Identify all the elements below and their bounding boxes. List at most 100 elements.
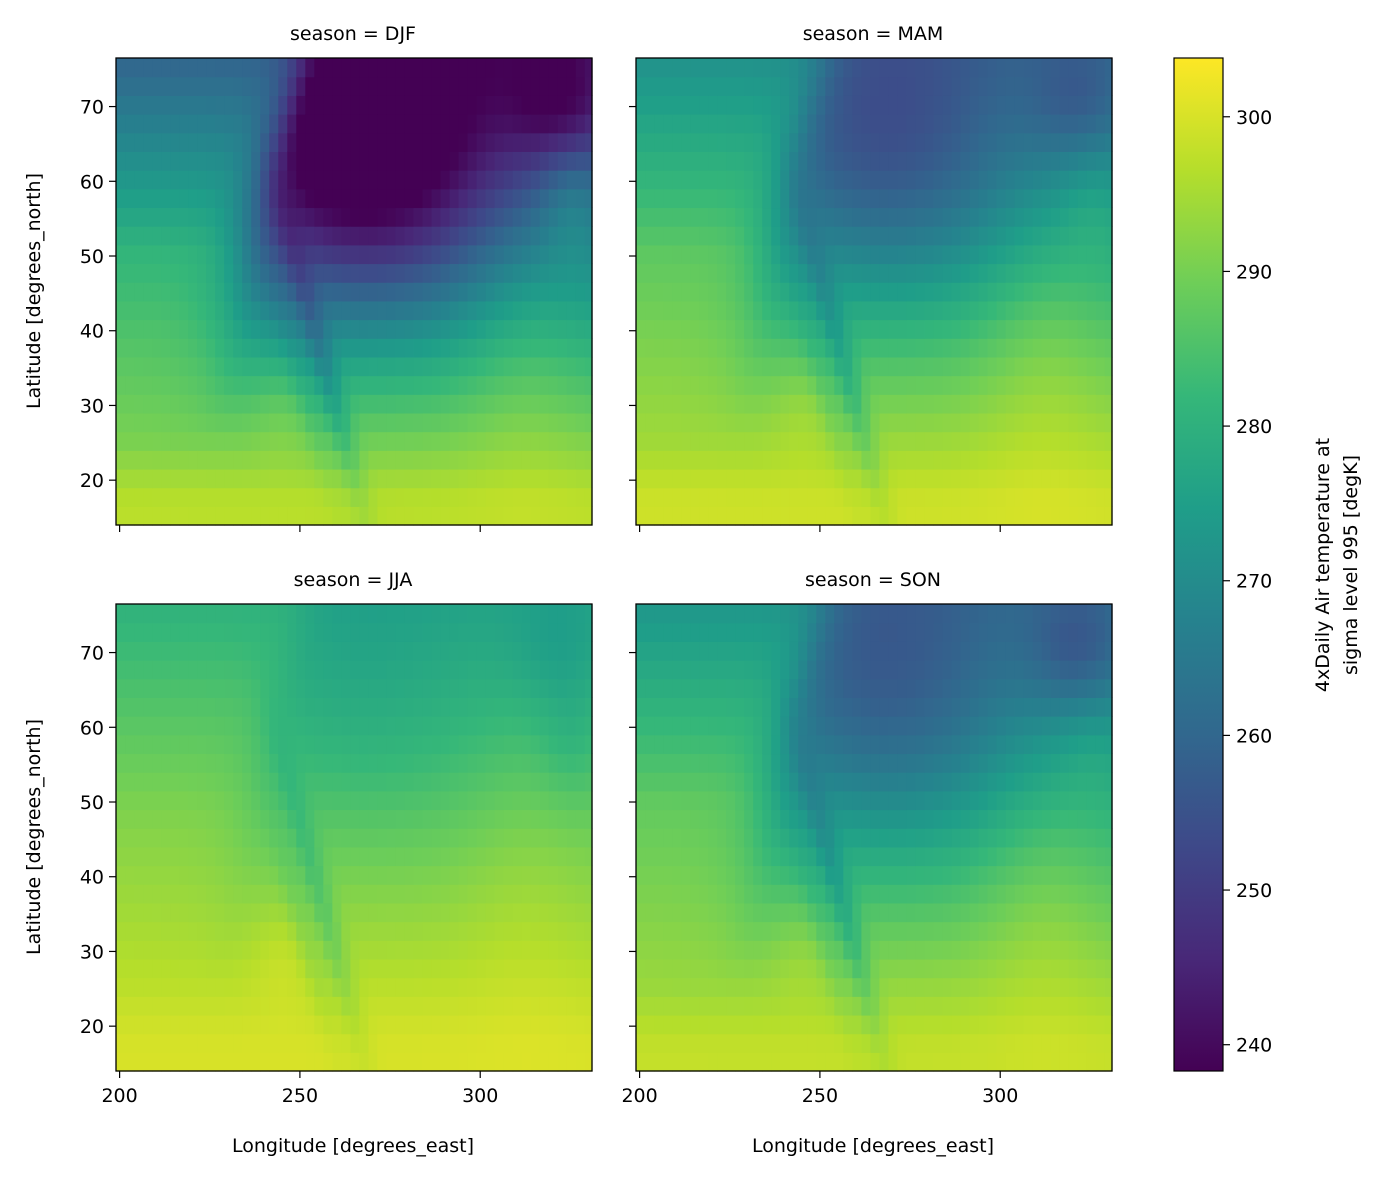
heatmap-cell bbox=[233, 660, 243, 680]
heatmap-cell bbox=[332, 660, 342, 680]
heatmap-cell bbox=[386, 902, 397, 923]
heatmap-cell bbox=[152, 487, 162, 507]
heatmap-cell bbox=[440, 226, 451, 246]
heatmap-cell bbox=[699, 431, 709, 451]
heatmap-cell bbox=[681, 753, 691, 773]
heatmap-cell bbox=[1104, 506, 1113, 526]
heatmap-cell bbox=[332, 431, 342, 451]
heatmap-cell bbox=[879, 114, 890, 134]
heatmap-cell bbox=[690, 865, 700, 885]
heatmap-cell bbox=[879, 716, 890, 736]
heatmap-cell bbox=[476, 319, 487, 339]
heatmap-cell bbox=[386, 1033, 397, 1053]
heatmap-cell bbox=[870, 431, 881, 451]
heatmap-cell bbox=[431, 412, 442, 433]
heatmap-cell bbox=[726, 865, 736, 885]
heatmap-cell bbox=[1041, 244, 1052, 265]
heatmap-cell bbox=[834, 772, 844, 792]
heatmap-cell bbox=[503, 95, 514, 115]
heatmap-cell bbox=[323, 58, 333, 78]
heatmap-cell bbox=[134, 604, 144, 624]
heatmap-cell bbox=[726, 450, 736, 470]
heatmap-cell bbox=[708, 188, 718, 209]
heatmap-cell bbox=[134, 884, 144, 904]
heatmap-cell bbox=[1077, 132, 1088, 152]
heatmap-cell bbox=[341, 95, 351, 115]
heatmap-cell bbox=[323, 678, 333, 698]
heatmap-cell bbox=[116, 319, 126, 339]
heatmap-cell bbox=[548, 394, 559, 414]
heatmap-cell bbox=[645, 450, 655, 470]
heatmap-cell bbox=[645, 506, 655, 526]
heatmap-cell bbox=[996, 487, 1007, 507]
heatmap-cell bbox=[116, 188, 126, 209]
heatmap-cell bbox=[879, 226, 890, 246]
heatmap-cell bbox=[915, 772, 926, 792]
heatmap-cell bbox=[654, 431, 664, 451]
heatmap-cell bbox=[287, 1033, 297, 1053]
heatmap-cell bbox=[654, 604, 664, 624]
heatmap-cell bbox=[915, 151, 926, 171]
heatmap-cell bbox=[861, 188, 871, 209]
heatmap-cell bbox=[717, 151, 727, 171]
heatmap-cell bbox=[771, 188, 781, 209]
heatmap-cell bbox=[584, 641, 593, 661]
heatmap-cell bbox=[251, 940, 261, 960]
heatmap-cell bbox=[152, 678, 162, 698]
heatmap-cell bbox=[386, 207, 397, 227]
heatmap-cell bbox=[717, 468, 727, 489]
heatmap-cell bbox=[206, 622, 216, 642]
heatmap-cell bbox=[717, 884, 727, 904]
heatmap-cell bbox=[575, 244, 586, 265]
heatmap-cell bbox=[377, 207, 388, 227]
heatmap-cell bbox=[539, 865, 550, 885]
heatmap-cell bbox=[753, 188, 763, 209]
heatmap-cell bbox=[933, 170, 944, 190]
heatmap-cell bbox=[951, 641, 962, 661]
heatmap-cell bbox=[350, 940, 361, 960]
heatmap-cell bbox=[179, 921, 189, 941]
heatmap-cell bbox=[521, 207, 532, 227]
heatmap-cell bbox=[1032, 468, 1043, 489]
heatmap-cell bbox=[780, 375, 790, 395]
heatmap-cell bbox=[431, 394, 442, 414]
heatmap-cell bbox=[314, 996, 324, 1016]
heatmap-cell bbox=[762, 940, 772, 960]
heatmap-cell bbox=[915, 76, 926, 96]
heatmap-cell bbox=[350, 188, 361, 209]
heatmap-cell bbox=[996, 188, 1007, 209]
heatmap-cell bbox=[843, 940, 853, 960]
heatmap-cell bbox=[161, 697, 171, 717]
x-tick-label: 250 bbox=[282, 1085, 318, 1107]
heatmap-cell bbox=[584, 319, 593, 339]
heatmap-cell bbox=[494, 716, 505, 736]
heatmap-cell bbox=[645, 114, 655, 134]
heatmap-cell bbox=[681, 151, 691, 171]
heatmap-cell bbox=[134, 977, 144, 997]
heatmap-cell bbox=[753, 772, 763, 792]
heatmap-cell bbox=[467, 772, 478, 792]
heatmap-cell bbox=[897, 226, 908, 246]
heatmap-cell bbox=[251, 375, 261, 395]
heatmap-cell bbox=[771, 865, 781, 885]
heatmap-cell bbox=[512, 58, 523, 78]
heatmap-cell bbox=[413, 226, 424, 246]
heatmap-cell bbox=[422, 132, 433, 152]
heatmap-cell bbox=[296, 487, 306, 507]
heatmap-cell bbox=[654, 753, 664, 773]
heatmap-cell bbox=[798, 431, 808, 451]
heatmap-cell bbox=[233, 753, 243, 773]
heatmap-cell bbox=[134, 226, 144, 246]
heatmap-cell bbox=[861, 114, 871, 134]
heatmap-cell bbox=[978, 921, 989, 941]
heatmap-cell bbox=[422, 921, 433, 941]
heatmap-cell bbox=[206, 58, 216, 78]
heatmap-cell bbox=[1086, 450, 1097, 470]
heatmap-cell bbox=[467, 282, 478, 302]
heatmap-cell bbox=[717, 1033, 727, 1053]
heatmap-cell bbox=[512, 1033, 523, 1053]
heatmap-cell bbox=[341, 506, 351, 526]
heatmap-cell bbox=[503, 716, 514, 736]
heatmap-cell bbox=[251, 996, 261, 1016]
heatmap-cell bbox=[413, 921, 424, 941]
